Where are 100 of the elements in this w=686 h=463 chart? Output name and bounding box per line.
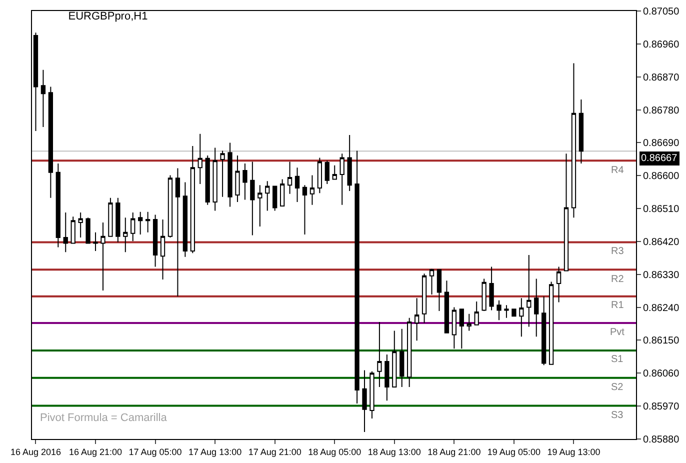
candlestick	[400, 328, 404, 388]
candlestick	[436, 269, 442, 312]
candlestick	[571, 62, 576, 218]
y-tick-label: 0.86330	[643, 270, 680, 281]
candlestick	[422, 273, 427, 324]
ref-line-label: S1	[611, 354, 624, 365]
candlestick	[70, 216, 76, 244]
candlestick	[116, 197, 120, 243]
candlestick	[168, 174, 173, 238]
y-tick-label: 0.86420	[643, 236, 680, 248]
candlestick	[459, 308, 464, 350]
candlestick	[63, 212, 68, 253]
y-tick-label: 0.86960	[643, 39, 680, 50]
ref-line-label: 0.86667	[641, 153, 678, 164]
x-tick-label: 18 Aug 05:00	[308, 446, 362, 457]
y-tick-label: 0.86510	[643, 204, 680, 216]
ref-line-label: R4	[611, 165, 624, 176]
candlestick	[152, 214, 158, 268]
candlestick	[340, 153, 344, 206]
candlestick	[466, 313, 472, 332]
annotation: Pivot Formula = Camarilla	[40, 412, 168, 424]
candlestick	[548, 281, 554, 365]
y-tick-label: 0.87050	[643, 6, 680, 18]
candlestick	[86, 217, 90, 244]
candlestick	[175, 168, 180, 297]
candlestick	[78, 212, 83, 238]
y-tick-label: 0.86780	[643, 105, 680, 116]
ref-line-label: R3	[611, 246, 624, 257]
candlestick	[258, 184, 262, 227]
candlestick	[294, 167, 300, 202]
candlestick	[220, 150, 225, 198]
candlestick	[100, 222, 106, 291]
candlestick	[474, 300, 479, 326]
candlestick	[362, 370, 367, 433]
y-tick-label: 0.86150	[643, 336, 680, 347]
candlestick	[242, 163, 248, 200]
candlestick	[377, 321, 382, 388]
candlestick	[123, 217, 128, 253]
candlestick	[526, 254, 532, 328]
y-tick-label: 0.85970	[643, 402, 680, 413]
candlestick	[392, 330, 397, 388]
candlestick	[542, 296, 546, 366]
candlestick	[265, 180, 270, 212]
candlestick	[205, 155, 210, 206]
x-tick-label: 18 Aug 13:00	[368, 446, 421, 457]
candlestick	[108, 197, 113, 237]
candlestick	[429, 268, 434, 295]
y-tick-label: 0.86600	[643, 171, 680, 182]
candlestick	[519, 298, 524, 338]
candlestick	[482, 278, 486, 312]
ref-line-label: S3	[611, 410, 624, 421]
candlestick	[317, 157, 322, 194]
x-tick-label: 19 Aug 13:00	[547, 446, 600, 457]
candlestick	[504, 304, 509, 318]
y-tick-label: 0.85880	[643, 434, 680, 446]
candlestick	[578, 99, 584, 164]
candlestick	[56, 163, 60, 248]
candlestick	[370, 370, 374, 420]
ref-line-label: R1	[611, 300, 624, 311]
ref-line-label: Pvt	[610, 327, 625, 338]
y-tick-label: 0.86060	[643, 368, 680, 380]
candlestick	[198, 133, 202, 185]
candlestick	[512, 308, 516, 317]
x-tick-label: 16 Aug 2016	[10, 446, 62, 457]
y-tick-label: 0.86240	[643, 302, 680, 314]
candlestick	[347, 134, 352, 192]
candlestick	[407, 317, 412, 388]
candlestick	[444, 280, 450, 334]
candlestick	[489, 266, 494, 311]
x-tick-label: 17 Aug 21:00	[248, 446, 302, 457]
candlestick	[138, 211, 143, 236]
x-tick-label: 17 Aug 13:00	[188, 446, 242, 457]
candlestick	[250, 161, 255, 236]
candlestick	[414, 298, 420, 342]
y-tick-label: 0.86870	[643, 72, 680, 84]
x-tick-label: 17 Aug 05:00	[128, 446, 182, 457]
candlestick	[130, 212, 136, 242]
candlestick	[302, 184, 308, 236]
candlestick	[212, 147, 218, 212]
candlestick	[48, 86, 54, 198]
candlestick	[228, 142, 232, 208]
candlestick	[272, 186, 278, 212]
ref-line-label: S2	[611, 382, 624, 393]
candlestick	[332, 164, 337, 180]
ref-line-label: R2	[611, 274, 624, 285]
candlestick	[384, 354, 390, 402]
candlestick	[287, 161, 292, 194]
y-tick-label: 0.86690	[643, 138, 680, 150]
candlestick	[564, 153, 569, 272]
candlestick	[452, 306, 457, 350]
candlestick	[496, 300, 502, 321]
candlestick	[556, 266, 562, 303]
candlestick	[190, 145, 195, 254]
chart-title: EURGBPpro,H1	[68, 10, 148, 22]
x-tick-label: 19 Aug 05:00	[487, 446, 540, 457]
candlestick	[235, 155, 240, 202]
candlestick	[310, 174, 315, 206]
candlestick	[280, 178, 285, 206]
candlestick	[354, 150, 360, 404]
candlestick	[534, 278, 539, 338]
